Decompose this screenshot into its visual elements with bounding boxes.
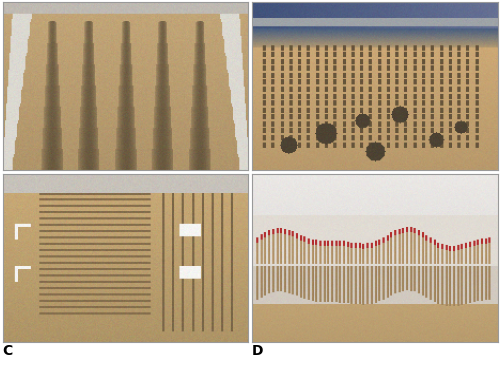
Text: C: C	[2, 344, 13, 358]
Text: D: D	[252, 344, 264, 358]
